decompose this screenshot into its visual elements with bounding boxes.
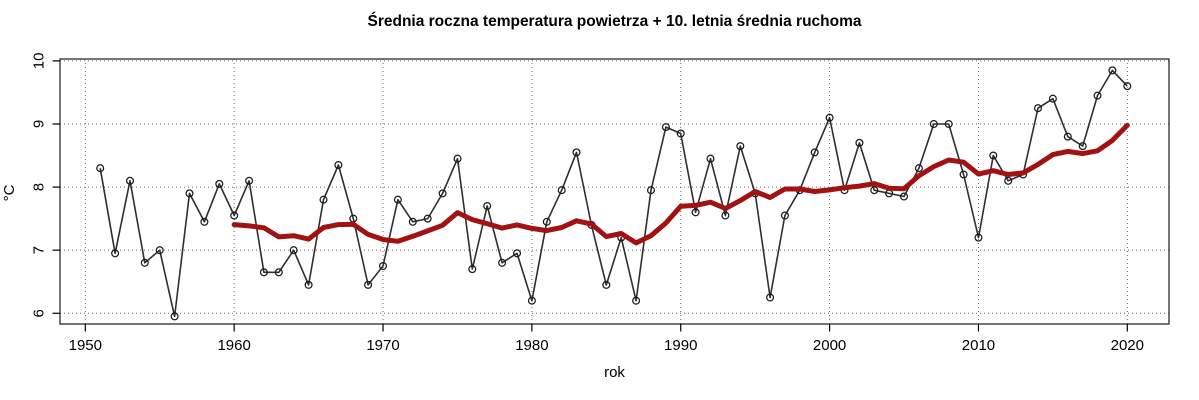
tick-label-x-2020: 2020	[1111, 337, 1144, 354]
data-point-2007	[929, 119, 938, 129]
data-point-1990	[676, 129, 685, 138]
data-point-1971	[393, 195, 402, 204]
data-point-2017	[1078, 142, 1087, 151]
data-point-2014	[1033, 104, 1043, 113]
data-point-1975	[453, 154, 462, 163]
tick-label-x-2010: 2010	[962, 337, 995, 354]
data-point-2018	[1093, 91, 1102, 100]
data-point-1983	[572, 148, 581, 157]
data-point-1991	[691, 208, 700, 217]
data-point-2000	[825, 113, 834, 122]
data-point-2020	[1123, 82, 1132, 91]
data-point-2002	[855, 138, 864, 147]
plot-box	[59, 58, 1170, 325]
data-point-1962	[259, 268, 268, 277]
data-point-1952	[111, 249, 120, 258]
tick-label-x-1960: 1960	[217, 337, 250, 354]
data-point-1974	[438, 189, 447, 198]
data-point-1965	[304, 280, 313, 289]
data-point-1969	[364, 280, 373, 289]
data-point-1977	[483, 201, 492, 211]
data-point-1999	[810, 148, 819, 157]
data-point-1996	[766, 293, 775, 302]
data-point-1964	[289, 246, 298, 255]
data-point-1994	[736, 142, 745, 151]
data-point-1963	[274, 268, 283, 277]
tick-label-x-2000: 2000	[813, 337, 846, 354]
data-point-2015	[1048, 94, 1057, 103]
annual-series-line	[99, 69, 1128, 318]
data-point-2010	[974, 233, 983, 242]
data-point-1985	[602, 280, 611, 289]
data-point-1959	[215, 179, 224, 188]
data-point-1987	[632, 296, 641, 305]
tick-label-y-8: 8	[31, 183, 48, 191]
data-point-2005	[899, 192, 909, 201]
tick-label-y-9: 9	[31, 120, 48, 128]
tick-label-x-1970: 1970	[366, 337, 399, 354]
tick-label-y-6: 6	[31, 309, 48, 317]
data-point-1954	[140, 258, 149, 267]
data-point-1970	[378, 261, 388, 271]
data-point-1989	[661, 123, 670, 132]
tick-label-y-7: 7	[31, 246, 48, 254]
data-point-2009	[959, 170, 968, 179]
tick-label-x-1990: 1990	[664, 337, 697, 354]
data-point-1956	[170, 312, 179, 321]
data-point-2003	[870, 186, 879, 195]
tick-label-y-10: 10	[31, 53, 48, 70]
data-point-1976	[468, 265, 477, 274]
data-point-1960	[230, 211, 239, 220]
tick-label-x-1980: 1980	[515, 337, 548, 354]
chart-title: Średnia roczna temperatura powietrza + 1…	[367, 13, 862, 30]
data-point-1967	[334, 160, 343, 170]
data-point-1951	[96, 164, 105, 173]
data-point-1958	[200, 217, 209, 226]
data-point-1997	[780, 211, 789, 220]
data-point-1988	[646, 186, 656, 195]
data-point-1953	[125, 176, 135, 185]
data-point-1979	[512, 249, 522, 258]
data-point-1980	[527, 296, 536, 305]
data-point-2006	[914, 164, 923, 173]
data-point-2011	[989, 151, 998, 160]
data-point-1955	[155, 246, 164, 255]
moving-average-line	[231, 122, 1130, 246]
x-axis-label: rok	[604, 364, 625, 381]
data-point-1972	[408, 217, 417, 226]
data-point-2019	[1108, 66, 1117, 75]
data-point-1992	[706, 154, 715, 163]
data-point-1966	[319, 195, 328, 204]
data-point-2016	[1063, 132, 1072, 141]
data-point-1982	[557, 186, 566, 195]
data-point-1957	[185, 189, 194, 198]
data-point-1973	[423, 214, 432, 223]
data-point-2012	[1004, 176, 1013, 185]
data-point-2008	[944, 119, 953, 129]
data-point-1961	[245, 176, 254, 185]
data-point-1981	[542, 217, 551, 226]
data-point-1978	[498, 258, 507, 267]
tick-label-x-1950: 1950	[69, 337, 102, 354]
data-point-1993	[721, 211, 730, 220]
